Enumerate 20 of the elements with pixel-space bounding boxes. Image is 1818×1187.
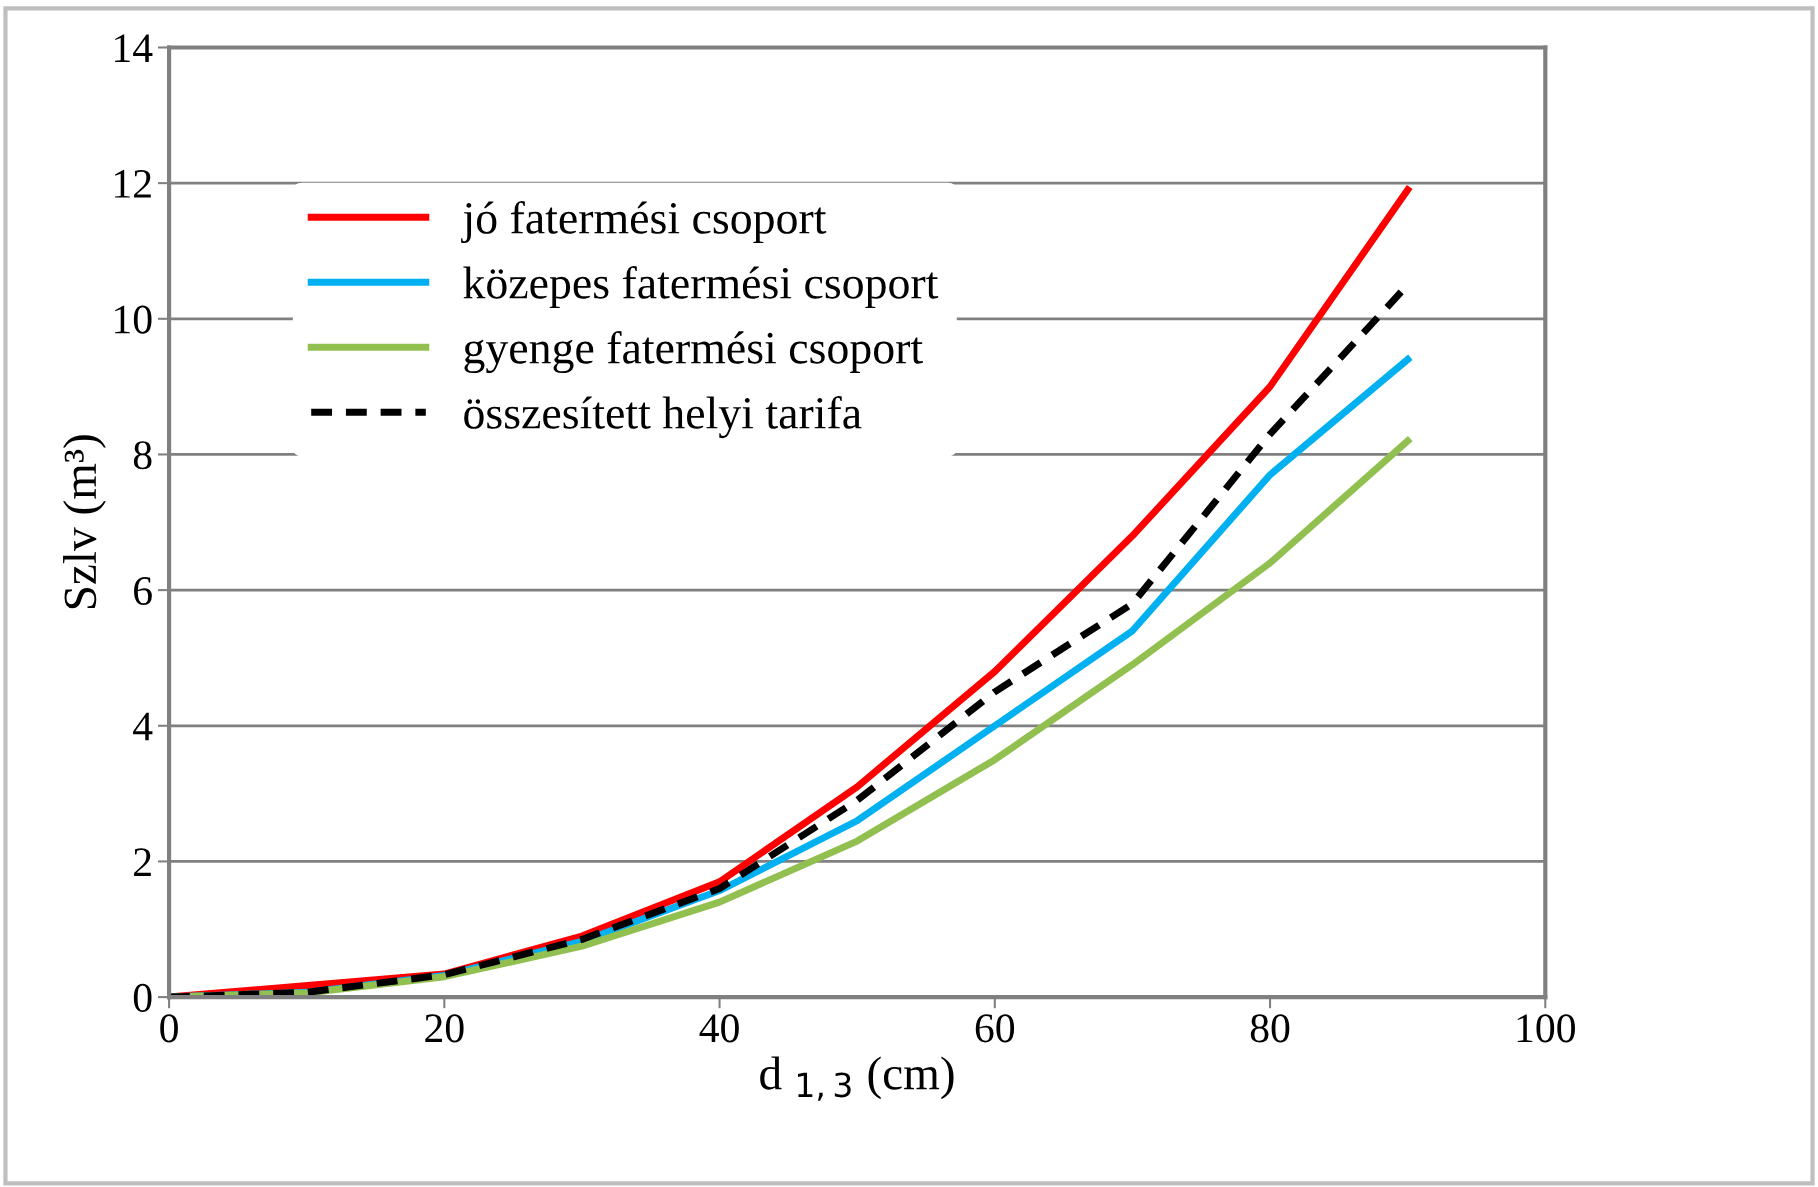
y-tick-label: 6 [134, 576, 152, 605]
legend-label: jó fatermési csoport [461, 201, 827, 244]
x-axis-title: d $_{1,3}$ (cm) [760, 1056, 954, 1101]
x-tick-label: 60 [975, 1014, 1015, 1043]
x-tick-label: 80 [1250, 1014, 1290, 1043]
x-tick-label: 40 [699, 1014, 739, 1043]
y-tick-label: 12 [115, 170, 151, 198]
y-tick-label: 14 [115, 34, 153, 62]
y-tick-label: 4 [133, 712, 153, 741]
y-tick-label: 0 [133, 983, 152, 1012]
x-tick-label: 20 [425, 1014, 464, 1043]
y-tick-label: 8 [133, 441, 152, 470]
y-axis-title: Szlv (m³) [63, 435, 106, 609]
legend-label: összesített helyi tarifa [464, 396, 862, 439]
y-tick-label: 2 [134, 848, 151, 876]
legend-label: közepes fatermési csoport [463, 265, 939, 309]
x-tick-label: 0 [160, 1014, 178, 1043]
legend-label: gyenge fatermési csoport [464, 330, 923, 374]
y-tick-label: 10 [115, 305, 152, 334]
x-tick-label: 100 [1517, 1014, 1575, 1043]
